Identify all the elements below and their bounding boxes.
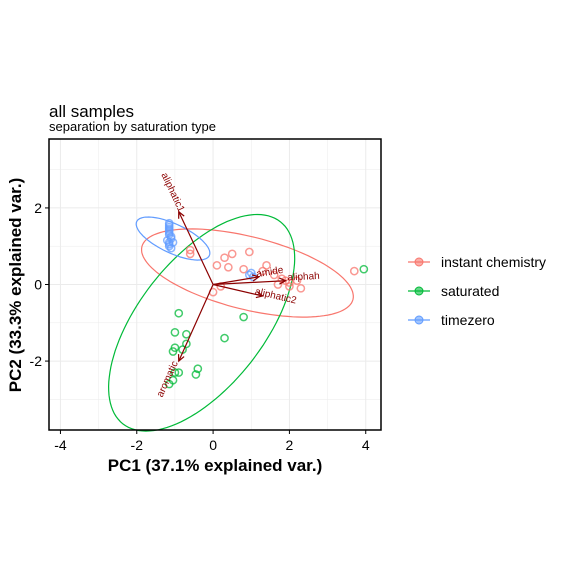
point-timezero <box>164 224 174 234</box>
legend: instant chemistry saturated timezero <box>408 254 546 328</box>
loading-label: amide <box>256 265 285 280</box>
x-tick-label: 2 <box>286 437 294 453</box>
loading-arrowhead <box>177 354 185 363</box>
point-instant-chemistry <box>212 261 222 270</box>
point-saturated <box>174 368 184 377</box>
loading-label: aliphah <box>287 271 320 284</box>
point-instant-chemistry <box>269 270 279 280</box>
legend-key-point <box>414 286 424 296</box>
point-saturated <box>182 339 191 349</box>
point-instant-chemistry <box>185 245 195 255</box>
y-tick-label: 2 <box>34 200 42 216</box>
point-instant-chemistry <box>185 249 195 259</box>
point-instant-chemistry <box>258 266 268 276</box>
point-instant-chemistry <box>220 253 229 263</box>
point-saturated <box>191 370 201 379</box>
legend-label: saturated <box>441 283 499 299</box>
chart-subtitle: separation by saturation type <box>49 119 216 134</box>
point-instant-chemistry <box>244 247 254 257</box>
point-saturated <box>182 329 191 339</box>
x-tick-label: -4 <box>54 437 67 453</box>
point-timezero <box>164 220 174 230</box>
legend-label: timezero <box>441 312 495 328</box>
x-axis-label: PC1 (37.1% explained var.) <box>108 456 323 475</box>
loading-arrowhead <box>278 277 287 285</box>
y-axis-ticks: -2 0 2 <box>30 200 49 369</box>
ellipse-timezero <box>135 216 211 261</box>
confidence-ellipses <box>107 213 354 432</box>
point-saturated <box>174 308 184 318</box>
legend-key-point <box>414 315 424 325</box>
loading-arrowhead <box>251 274 261 282</box>
point-saturated <box>170 328 180 337</box>
point-saturated <box>168 347 178 356</box>
loading-arrowhead <box>178 210 185 219</box>
loading-arrow <box>178 211 214 285</box>
point-saturated <box>193 364 203 374</box>
point-instant-chemistry <box>285 278 294 287</box>
point-timezero <box>168 238 178 247</box>
x-axis-ticks: -4 -2 0 2 4 <box>54 430 370 453</box>
ellipse-instant-chemistry <box>141 228 354 318</box>
loading-arrow <box>213 280 286 286</box>
point-instant-chemistry <box>285 282 294 291</box>
y-tick-label: -2 <box>30 353 43 369</box>
point-saturated <box>359 264 369 274</box>
point-instant-chemistry <box>349 266 359 276</box>
point-instant-chemistry <box>262 261 271 270</box>
point-saturated <box>220 333 229 343</box>
legend-label: instant chemistry <box>441 254 546 270</box>
loading-arrow <box>212 283 263 297</box>
loading-arrow <box>178 284 214 362</box>
point-instant-chemistry <box>239 264 248 274</box>
loading-arrow <box>212 276 259 286</box>
y-tick-label: 0 <box>34 277 42 293</box>
x-tick-label: 0 <box>209 437 217 453</box>
ellipse-saturated <box>107 213 296 432</box>
point-saturated <box>164 379 174 389</box>
y-axis-label: PC2 (33.3% explained var.) <box>6 178 25 393</box>
point-instant-chemistry <box>296 283 306 293</box>
point-instant-chemistry <box>224 262 233 272</box>
x-tick-label: 4 <box>362 437 370 453</box>
point-saturated <box>170 368 180 377</box>
chart-title: all samples <box>49 102 134 121</box>
point-instant-chemistry <box>227 249 237 259</box>
point-saturated <box>239 312 248 322</box>
legend-key-point <box>414 257 424 267</box>
loading-arrowhead <box>255 291 265 299</box>
point-instant-chemistry <box>292 276 302 286</box>
x-tick-label: -2 <box>131 437 144 453</box>
